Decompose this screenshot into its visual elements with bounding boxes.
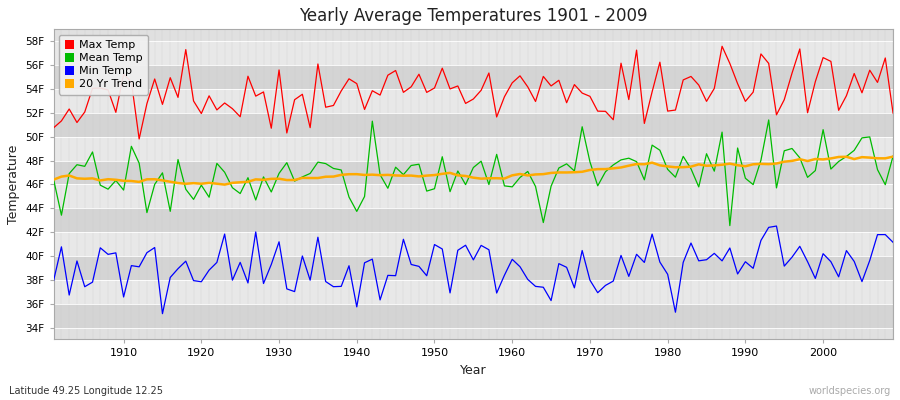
Bar (54, 160, 893, 184)
Text: Latitude 49.25 Longitude 12.25: Latitude 49.25 Longitude 12.25 (9, 386, 163, 396)
Bar (54, 280, 893, 304)
Bar (54, 41, 893, 65)
Bar (54, 232, 893, 256)
Bar (54, 304, 893, 328)
Bar (54, 113, 893, 137)
Bar (54, 137, 893, 160)
Legend: Max Temp, Mean Temp, Min Temp, 20 Yr Trend: Max Temp, Mean Temp, Min Temp, 20 Yr Tre… (59, 35, 148, 95)
Bar (54, 65, 893, 89)
Bar (54, 208, 893, 232)
Bar (54, 89, 893, 113)
Y-axis label: Temperature: Temperature (7, 145, 20, 224)
X-axis label: Year: Year (460, 364, 487, 377)
Text: worldspecies.org: worldspecies.org (809, 386, 891, 396)
Title: Yearly Average Temperatures 1901 - 2009: Yearly Average Temperatures 1901 - 2009 (299, 7, 648, 25)
Bar (54, 256, 893, 280)
Bar (54, 184, 893, 208)
